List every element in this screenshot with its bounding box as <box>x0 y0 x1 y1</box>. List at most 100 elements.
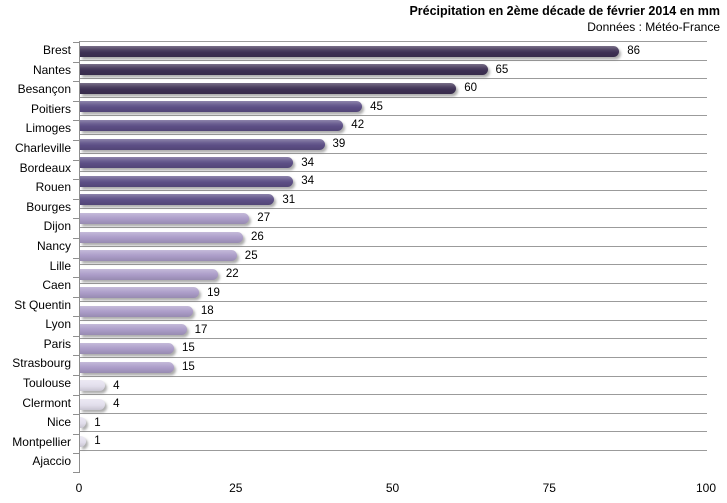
bar-charleville <box>80 138 325 150</box>
category-tick-mark <box>73 472 80 473</box>
bar-row-nantes: 65 <box>80 61 707 79</box>
category-tick-mark <box>73 434 80 435</box>
category-label-bordeaux: Bordeaux <box>19 160 71 175</box>
bar-nancy <box>80 231 243 243</box>
value-label-montpellier: 1 <box>94 416 101 429</box>
category-label-montpellier: Montpellier <box>12 434 71 449</box>
value-axis: 0 25 50 75 100 <box>0 481 727 497</box>
bar-poitiers <box>80 101 363 112</box>
value-label-dijon: 27 <box>257 212 271 224</box>
bar-bordeaux <box>80 157 294 168</box>
bar-toulouse <box>80 361 174 373</box>
category-label-st-quentin: St Quentin <box>14 297 71 312</box>
bar-row-poitiers: 45 <box>80 98 707 116</box>
x-tick-label-0: 0 <box>75 481 83 495</box>
bar-bourges <box>80 194 275 205</box>
value-label-caen: 22 <box>225 268 239 280</box>
value-label-bourges: 31 <box>282 193 296 206</box>
bar-besan-on <box>80 82 457 94</box>
bar-row-besan-on: 60 <box>80 79 707 98</box>
category-tick-mark <box>73 375 80 376</box>
category-label-paris: Paris <box>43 336 71 351</box>
value-label-toulouse: 15 <box>182 361 195 373</box>
bar-lyon <box>80 305 193 317</box>
bar-row-bourges: 31 <box>80 191 707 209</box>
bar-row-lille: 25 <box>80 247 707 265</box>
x-tick-label-75: 75 <box>542 481 556 495</box>
category-label-lille: Lille <box>49 258 71 273</box>
bar-row-toulouse: 15 <box>80 358 707 377</box>
bar-row-lyon: 18 <box>80 302 707 321</box>
category-tick-mark <box>73 140 80 141</box>
value-label-strasbourg: 15 <box>182 342 195 354</box>
category-tick-mark <box>73 238 80 239</box>
category-label-lyon: Lyon <box>45 317 71 332</box>
category-label-rouen: Rouen <box>35 180 71 195</box>
bar-clermont <box>80 380 106 391</box>
category-axis: Brest Nantes Besançon Poitiers Limoges Charle… <box>0 41 71 472</box>
bar-row-nancy: 26 <box>80 228 707 247</box>
category-label-dijon: Dijon <box>43 219 71 234</box>
bar-limoges <box>80 119 344 131</box>
category-tick-mark <box>73 258 80 259</box>
category-label-nancy: Nancy <box>36 238 71 253</box>
chart-title: Précipitation en 2ème décade de février … <box>409 4 720 18</box>
value-label-bordeaux: 34 <box>301 156 314 169</box>
category-label-strasbourg: Strasbourg <box>12 356 71 371</box>
bar-row-nice: 4 <box>80 395 707 414</box>
bar-st-quentin <box>80 287 200 298</box>
x-tick-label-25: 25 <box>229 481 243 495</box>
bar-brest <box>80 45 620 57</box>
bar-row-limoges: 42 <box>80 116 707 135</box>
value-label-brest: 86 <box>627 45 640 57</box>
bar-nice <box>80 398 106 410</box>
category-tick-mark <box>73 62 80 63</box>
value-label-poitiers: 45 <box>370 100 383 113</box>
bar-row-bordeaux: 34 <box>80 154 707 172</box>
category-tick-mark <box>73 414 80 415</box>
bar-row-ajaccio: 1 <box>80 432 707 451</box>
bar-row-paris: 17 <box>80 321 707 339</box>
bar-ajaccio <box>80 435 87 447</box>
category-label-nantes: Nantes <box>32 62 71 77</box>
bar-row-brest: 86 <box>80 42 707 61</box>
category-tick-mark <box>73 336 80 337</box>
category-label-caen: Caen <box>42 278 71 293</box>
category-label-ajaccio: Ajaccio <box>32 454 71 469</box>
bar-rouen <box>80 175 294 187</box>
category-tick-mark <box>73 101 80 102</box>
value-label-lille: 25 <box>244 249 258 262</box>
bar-row-strasbourg: 15 <box>80 339 707 358</box>
category-tick-mark <box>73 316 80 317</box>
value-label-ajaccio: 1 <box>94 435 101 447</box>
bar-strasbourg <box>80 342 174 354</box>
category-tick-mark <box>73 218 80 219</box>
plot-area: 86 65 60 45 42 39 34 34 31 27 26 25 22 19 18 17 15 15 4 4 1 1 <box>73 41 707 473</box>
value-label-st-quentin: 19 <box>207 286 220 299</box>
value-label-nantes: 65 <box>495 63 509 76</box>
category-tick-mark <box>73 120 80 121</box>
category-tick-mark <box>73 81 80 82</box>
category-label-besan-on: Besançon <box>17 82 71 97</box>
category-label-charleville: Charleville <box>14 140 71 155</box>
category-tick-mark <box>73 179 80 180</box>
category-label-clermont: Clermont <box>22 395 71 410</box>
bar-row-rouen: 34 <box>80 172 707 191</box>
category-tick-mark <box>73 277 80 278</box>
chart-subtitle: Données : Météo-France <box>587 20 720 34</box>
category-tick-mark <box>73 395 80 396</box>
category-tick-mark <box>73 297 80 298</box>
bar-row-caen: 22 <box>80 265 707 284</box>
category-label-brest: Brest <box>42 43 71 57</box>
bar-paris <box>80 324 187 335</box>
value-label-besan-on: 60 <box>464 82 477 94</box>
bar-row-charleville: 39 <box>80 135 707 154</box>
value-label-paris: 17 <box>194 323 208 336</box>
title-block: Précipitation en 2ème décade de février … <box>409 3 720 35</box>
bar-caen <box>80 268 218 280</box>
bar-lille <box>80 250 237 261</box>
bar-row-dijon: 27 <box>80 209 707 228</box>
bar-nantes <box>80 64 488 75</box>
value-label-charleville: 39 <box>332 138 346 150</box>
